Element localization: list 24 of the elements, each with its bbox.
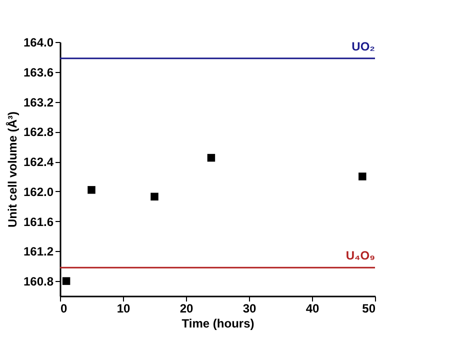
y-tick-label: 163.6	[23, 65, 54, 80]
x-tick-label: 0	[60, 302, 68, 316]
x-tick-label: 10	[116, 302, 130, 316]
y-tick-label: 160.8	[23, 274, 54, 289]
x-tick-label: 20	[180, 302, 194, 316]
point	[88, 186, 96, 194]
x-tick-label: 40	[306, 302, 320, 316]
y-tick-label: 163.2	[23, 95, 54, 110]
y-tick-label: 164.0	[23, 36, 54, 50]
y-tick-label: 162.4	[23, 155, 54, 170]
point	[62, 277, 70, 285]
x-tick-label: 30	[242, 302, 256, 316]
ref-line-label: UO₂	[352, 39, 375, 54]
point	[207, 154, 216, 162]
y-tick-label: 161.2	[23, 244, 54, 259]
y-axis-title: Unit cell volume (Å³)	[5, 111, 20, 228]
ref-line-label: U₄O₉	[346, 248, 375, 263]
y-tick-label: 161.6	[23, 214, 54, 229]
point	[358, 172, 366, 180]
y-tick-label: 162.0	[23, 184, 54, 199]
point	[150, 192, 158, 201]
x-tick-label: 50	[362, 302, 376, 316]
x-axis-title: Time (hours)	[182, 316, 254, 330]
y-tick-label: 162.8	[23, 125, 54, 140]
